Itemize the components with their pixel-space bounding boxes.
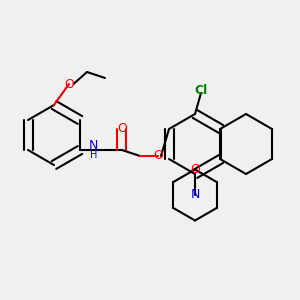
- Text: N: N: [190, 188, 200, 202]
- Text: Cl: Cl: [194, 83, 208, 97]
- Text: O: O: [64, 77, 74, 91]
- Text: H: H: [90, 150, 97, 161]
- Text: O: O: [153, 149, 163, 163]
- Text: O: O: [190, 163, 200, 176]
- Text: O: O: [117, 122, 127, 136]
- Text: N: N: [89, 139, 98, 152]
